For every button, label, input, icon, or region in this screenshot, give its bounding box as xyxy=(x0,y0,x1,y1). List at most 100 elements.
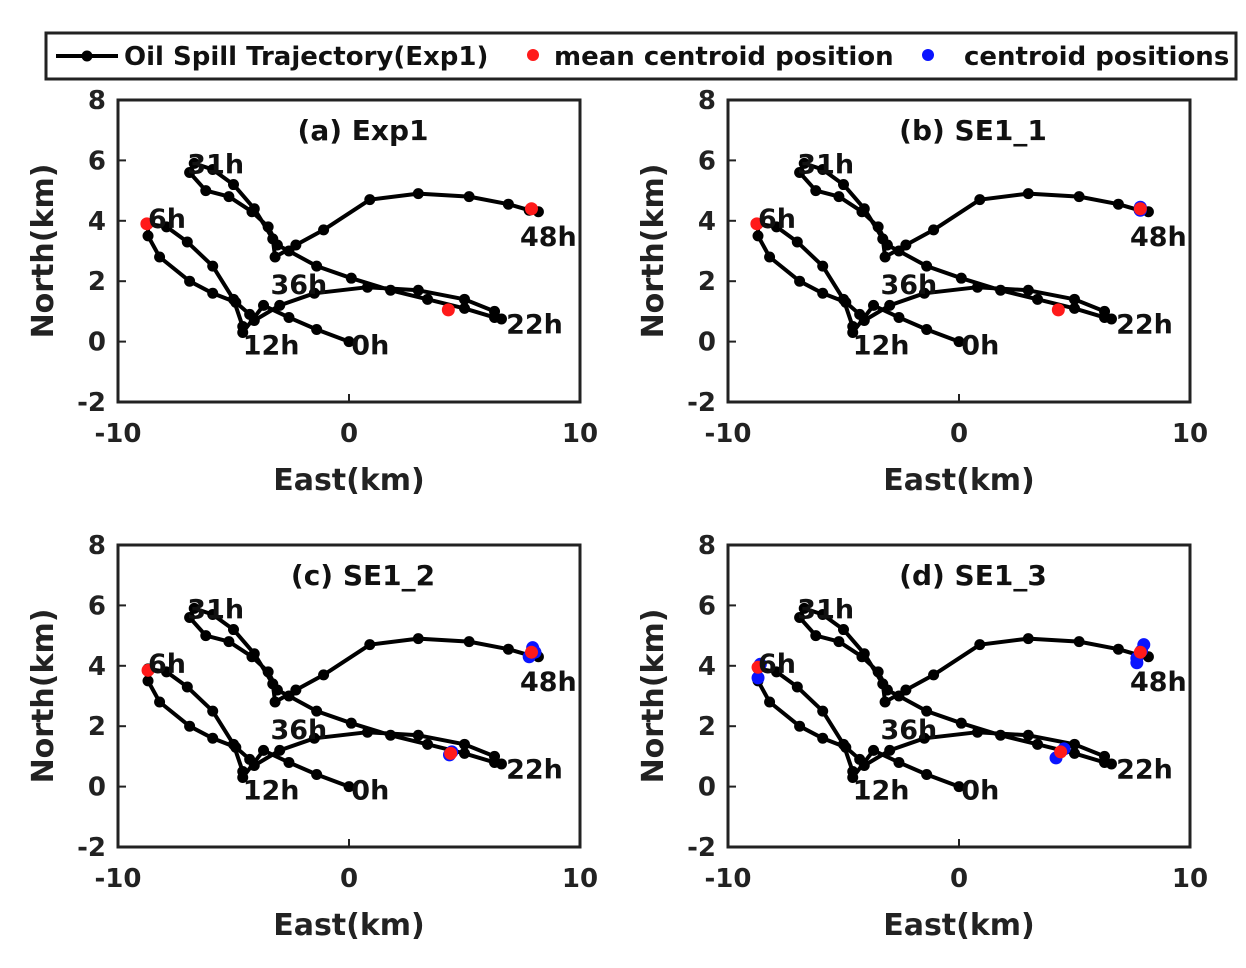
y-tick-label: 4 xyxy=(698,207,716,237)
trajectory-point xyxy=(900,239,912,251)
trajectory-point xyxy=(502,198,514,210)
trajectory-point xyxy=(1022,729,1034,741)
y-tick-label: -2 xyxy=(687,388,716,418)
trajectory-point xyxy=(385,284,397,296)
trajectory-point xyxy=(953,336,965,348)
hour-label: 0h xyxy=(961,331,999,362)
trajectory-point xyxy=(142,230,154,242)
trajectory-point xyxy=(258,299,270,311)
trajectory-point xyxy=(290,684,302,696)
mean-centroid-point xyxy=(524,645,538,659)
y-tick-label: 6 xyxy=(698,591,716,621)
trajectory-point xyxy=(274,299,286,311)
trajectory-point xyxy=(847,766,859,777)
trajectory-point xyxy=(879,696,891,708)
mean-centroid-point xyxy=(750,217,764,231)
trajectory-point xyxy=(1073,191,1085,203)
trajectory-point xyxy=(228,624,239,636)
trajectory-point xyxy=(459,293,470,305)
trajectory-point xyxy=(893,311,905,323)
hour-label: 12h xyxy=(853,776,910,807)
trajectory-point xyxy=(311,324,323,336)
trajectory-point xyxy=(267,678,279,690)
trajectory-point xyxy=(810,185,822,197)
trajectory-point xyxy=(188,157,200,169)
x-tick-label: 0 xyxy=(950,419,968,449)
y-tick-label: 6 xyxy=(698,146,716,176)
hour-label: 48h xyxy=(1130,667,1187,698)
panel-title: (c) SE1_2 xyxy=(291,559,435,592)
trajectory-point xyxy=(311,769,323,781)
y-tick-label: 0 xyxy=(698,773,716,803)
trajectory-point xyxy=(489,311,501,323)
trajectory-point xyxy=(1069,747,1080,759)
trajectory-point xyxy=(345,717,357,729)
panel-d: -10 0 10 -2 0 2 4 6 8 0h 6h 12h 22h 31h 36h 48h (d) SE1… xyxy=(636,531,1208,943)
trajectory-point xyxy=(817,732,829,744)
plot-marks: -10 0 10 -2 0 2 4 6 8 0h 6h 12h 22h 31h 36h 48h xyxy=(77,531,598,894)
hour-label: 12h xyxy=(853,331,910,362)
trajectory-point xyxy=(764,696,776,708)
hour-label: 48h xyxy=(1130,222,1187,253)
trajectory-point xyxy=(884,744,896,756)
trajectory-point xyxy=(361,281,373,293)
trajectory-point xyxy=(877,678,889,690)
plot-marks: -10 0 10 -2 0 2 4 6 8 0h 6h 12h 22h 31h 36h 48h xyxy=(77,86,598,449)
y-tick-label: -2 xyxy=(77,388,106,418)
trajectory-point xyxy=(791,236,803,248)
trajectory-point xyxy=(248,203,260,215)
legend-mean-label: mean centroid position xyxy=(554,42,894,72)
trajectory-point xyxy=(459,747,470,759)
trajectory-point xyxy=(833,636,845,648)
trajectory-point xyxy=(142,675,154,687)
trajectory-point xyxy=(817,260,829,272)
trajectory-point xyxy=(764,251,776,263)
trajectory-point xyxy=(840,741,852,753)
panel-c: -10 0 10 -2 0 2 4 6 8 0h 6h 12h 22h 31h 36h 48h (c) SE1… xyxy=(26,531,598,943)
trajectory-point xyxy=(840,296,852,308)
trajectory-point xyxy=(928,669,940,681)
trajectory-point xyxy=(364,194,376,206)
trajectory-point xyxy=(228,179,239,191)
y-tick-label: 2 xyxy=(88,712,106,742)
y-tick-label: 2 xyxy=(88,267,106,297)
x-axis-label: East(km) xyxy=(273,908,425,943)
mean-centroid-point xyxy=(441,303,455,317)
trajectory-point xyxy=(489,756,501,768)
trajectory-point xyxy=(872,666,884,678)
mean-centroid-point xyxy=(1051,303,1065,317)
y-tick-label: -2 xyxy=(77,833,106,863)
trajectory-point xyxy=(858,314,870,326)
y-tick-label: 4 xyxy=(88,652,106,682)
legend-centroid-marker-icon xyxy=(922,49,934,61)
hour-label: 6h xyxy=(758,204,796,235)
x-tick-label: 10 xyxy=(562,419,598,449)
trajectory-point xyxy=(412,284,424,296)
x-tick-label: 0 xyxy=(950,864,968,894)
trajectory-point xyxy=(858,759,870,771)
trajectory-point xyxy=(385,729,397,741)
mean-centroid-point xyxy=(524,202,538,216)
mean-centroid-point xyxy=(444,746,458,760)
trajectory-point xyxy=(928,224,940,236)
trajectory-point xyxy=(161,221,173,233)
trajectory-point xyxy=(1022,284,1034,296)
trajectory-point xyxy=(412,633,424,645)
hour-label: 12h xyxy=(243,776,300,807)
trajectory-point xyxy=(1073,636,1085,648)
trajectory-point xyxy=(311,705,323,717)
trajectory-point xyxy=(422,738,434,750)
y-tick-label: 6 xyxy=(88,591,106,621)
trajectory-point xyxy=(502,643,514,655)
trajectory-point xyxy=(311,260,323,272)
trajectory-point xyxy=(258,744,270,756)
hour-label: 22h xyxy=(506,754,563,785)
trajectory-point xyxy=(283,311,295,323)
trajectory-point xyxy=(412,729,424,741)
hour-label: 6h xyxy=(758,649,796,680)
trajectory-point xyxy=(817,163,829,175)
trajectory-point xyxy=(921,260,933,272)
hour-label: 36h xyxy=(880,270,937,301)
trajectory-point xyxy=(1112,198,1124,210)
trajectory-point xyxy=(847,321,859,332)
